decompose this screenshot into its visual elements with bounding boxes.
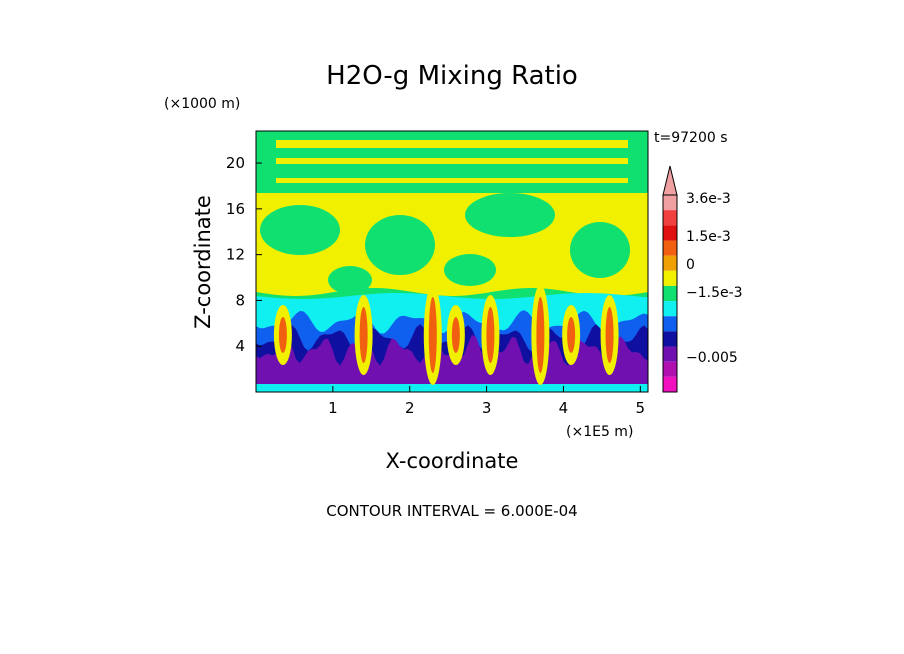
layer-purple	[256, 334, 648, 392]
plume-core	[278, 317, 287, 353]
colorbar-segment	[663, 210, 677, 226]
y-axis-unit: (×1000 m)	[164, 96, 240, 112]
x-tick-label: 2	[405, 399, 415, 417]
plume-core	[359, 307, 368, 363]
plume-core	[451, 317, 460, 353]
colorbar-segment	[663, 376, 677, 392]
colorbar-frame	[662, 194, 678, 393]
colorbar-label: 3.6e-3	[686, 191, 731, 207]
colorbar-label: 0	[686, 257, 695, 273]
colorbar-segment	[663, 285, 677, 302]
chart-title: H2O-g Mixing Ratio	[326, 61, 578, 91]
plot-area	[256, 131, 648, 392]
colorbar: 3.6e-3 1.5e-3 0 −1.5e-3 −0.005	[662, 165, 743, 393]
colorbar-label: 1.5e-3	[686, 229, 731, 245]
upper-streak	[276, 140, 628, 148]
mid-blob	[260, 205, 340, 255]
upper-streak	[276, 158, 628, 164]
y-tick-label: 20	[226, 154, 245, 172]
y-tick-label: 4	[235, 337, 245, 355]
layer-upper-band	[256, 131, 648, 294]
mid-blob	[570, 222, 630, 278]
colorbar-segment	[663, 331, 677, 347]
x-tick-label: 1	[328, 399, 338, 417]
colorbar-segment	[663, 225, 677, 241]
lower-layers	[256, 288, 648, 392]
plume-core	[605, 307, 614, 363]
y-tick-label: 16	[226, 200, 245, 218]
x-tick-label: 5	[636, 399, 646, 417]
y-axis-title: Z-coordinate	[191, 195, 215, 329]
contour-interval-text: CONTOUR INTERVAL = 6.000E-04	[326, 502, 577, 520]
colorbar-segment	[663, 346, 677, 362]
mid-blob	[465, 193, 555, 237]
colorbar-segment	[663, 240, 677, 256]
plot-frame	[255, 130, 649, 393]
plume-core	[536, 297, 545, 373]
upper-streak	[276, 178, 628, 183]
mid-blob	[328, 266, 372, 294]
colorbar-label: −1.5e-3	[686, 285, 743, 301]
colorbar-arrow	[662, 165, 678, 196]
plume-core	[486, 307, 495, 363]
y-tick-label: 12	[226, 246, 245, 264]
mid-blob	[444, 254, 496, 286]
colorbar-segment	[663, 255, 677, 271]
colorbar-segment	[663, 316, 677, 332]
plume-core	[428, 297, 437, 373]
y-tick-label: 8	[235, 291, 245, 309]
colorbar-segment	[663, 195, 677, 211]
x-tick-label: 3	[482, 399, 492, 417]
x-tick-label: 4	[559, 399, 569, 417]
colorbar-label: −0.005	[686, 350, 738, 366]
x-axis-title: X-coordinate	[386, 449, 519, 473]
colorbar-segment	[663, 301, 677, 317]
surface-layer	[256, 384, 648, 392]
colorbar-segment	[663, 361, 677, 377]
x-axis-unit: (×1E5 m)	[566, 424, 633, 440]
colorbar-segment	[663, 270, 677, 286]
plumes	[273, 285, 619, 385]
plume-core	[567, 317, 576, 353]
mid-blob	[365, 215, 435, 275]
time-label: t=97200 s	[654, 130, 728, 146]
